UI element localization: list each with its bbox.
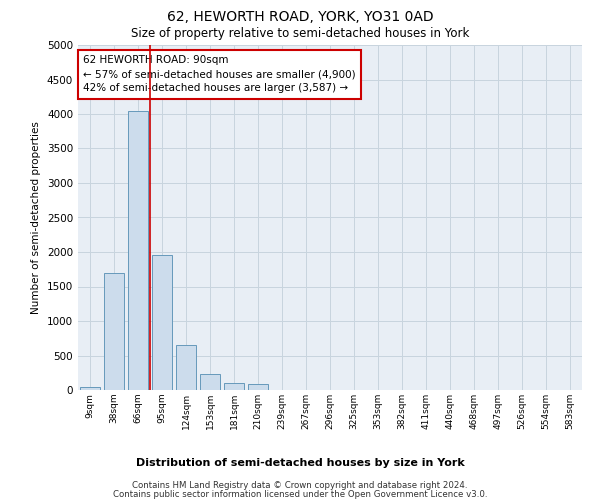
- Bar: [224, 383, 244, 390]
- Bar: [152, 256, 172, 390]
- Bar: [104, 272, 124, 390]
- Text: Contains HM Land Registry data © Crown copyright and database right 2024.: Contains HM Land Registry data © Crown c…: [132, 481, 468, 490]
- Text: Distribution of semi-detached houses by size in York: Distribution of semi-detached houses by …: [136, 458, 464, 468]
- Bar: [248, 384, 268, 390]
- Text: 62 HEWORTH ROAD: 90sqm
← 57% of semi-detached houses are smaller (4,900)
42% of : 62 HEWORTH ROAD: 90sqm ← 57% of semi-det…: [83, 56, 356, 94]
- Text: 62, HEWORTH ROAD, YORK, YO31 0AD: 62, HEWORTH ROAD, YORK, YO31 0AD: [167, 10, 433, 24]
- Bar: [176, 345, 196, 390]
- Bar: [200, 374, 220, 390]
- Text: Contains public sector information licensed under the Open Government Licence v3: Contains public sector information licen…: [113, 490, 487, 499]
- Text: Size of property relative to semi-detached houses in York: Size of property relative to semi-detach…: [131, 28, 469, 40]
- Y-axis label: Number of semi-detached properties: Number of semi-detached properties: [31, 121, 41, 314]
- Bar: [128, 110, 148, 390]
- Bar: [80, 386, 100, 390]
